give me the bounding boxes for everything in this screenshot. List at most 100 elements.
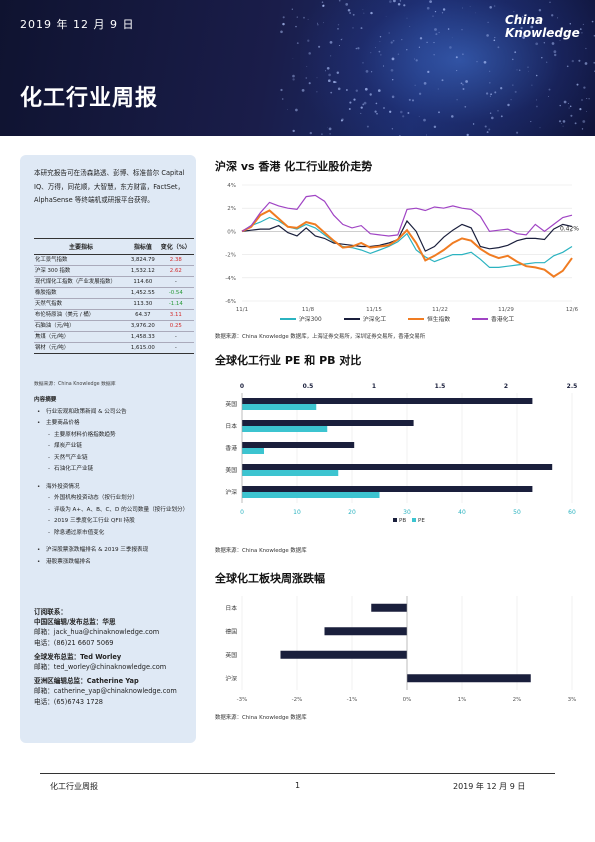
banner-dot [419,116,420,117]
category-label: 香港 [225,444,237,452]
banner-dot [337,72,339,74]
banner-dot [570,115,572,117]
banner-dot [490,93,492,95]
contact-title: 全球发布总监：Ted Worley [34,652,194,662]
banner-dot [367,126,369,128]
banner-dot [310,132,312,134]
banner-dot [531,85,532,86]
banner-dot [462,84,464,86]
table-cell-change: -1.14 [158,299,194,310]
table-body: 化工景气指数 3,824.79 2.38 沪深 300 指数 1,532.12 2.62 现… [34,255,194,354]
banner-dot [399,135,400,136]
banner-dot [362,62,363,63]
contact-email[interactable]: 邮箱：ted_worley@chinaknowledge.com [34,662,194,672]
footer-divider [40,773,555,774]
toc-subitem: 外国机构投资动态（按行业划分） [34,493,194,505]
banner-dot [493,39,495,41]
banner-dot [370,52,371,53]
pb-bar [242,398,532,404]
banner-dot [378,89,381,92]
pb-tick-label: 0 [240,383,244,390]
banner-dot [462,8,463,9]
banner-dot [322,1,324,3]
banner-dot [419,93,421,95]
footer-title: 化工行业周报 [50,781,98,792]
banner-dot [581,32,583,34]
banner-dot [500,87,502,89]
banner-dot [380,54,381,55]
banner-dot [569,108,570,109]
table-row: 石脑油（元/吨） 3,976.20 0.25 [34,321,194,332]
banner-dot [317,23,318,24]
banner-dot [516,132,518,134]
banner-dot [462,53,464,55]
chart1-source: 数据来源：China Knowledge 数据库，上海证券交易所，深圳证券交易所… [215,332,425,340]
x-tick-label: 11/15 [366,307,382,313]
banner-dot [585,48,586,49]
banner-dot [416,59,418,61]
banner-dot [485,125,487,127]
weekly-change-bar-chart: -3% -2% -1% 0% 1% 2% 3% 日本德国英国沪深 [210,590,585,710]
banner-dot [577,84,579,86]
table-row: 钢材（元/吨） 1,615.00- [34,343,194,354]
contact-email[interactable]: 邮箱：catherine_yap@chinaknowledge.com [34,686,194,696]
table-cell-name: 沪深 300 指数 [34,266,128,277]
banner-dot [536,106,538,108]
pe-bar [242,404,316,410]
banner-dot [308,19,309,20]
banner-dot [535,42,538,45]
banner-dot [490,96,491,97]
table-cell-change: 2.38 [158,255,194,266]
stock-trend-line-chart: 4%2%0%-2%-4%-6%11/1 11/8 11/15 11/22 11/29 12… [210,175,585,330]
x-tick-label: -1% [347,697,358,703]
x-tick-label: 3% [568,697,577,703]
toc-item: 海外投资情况 [34,482,194,494]
banner-dot [295,109,298,112]
x-tick-label: 12/6 [566,307,579,313]
pb-bar [242,464,552,470]
banner-dot [345,3,348,6]
pe-tick-label: 20 [348,509,356,516]
contact-heading: 订阅联系： [34,607,194,617]
banner-dot [497,46,499,48]
x-tick-label: 11/22 [432,307,448,313]
banner-dot [371,71,372,72]
pb-bar [242,442,354,448]
banner-dot [456,99,457,100]
banner-dot [307,40,309,42]
table-row: 焦煤（元/吨） 1,458.33- [34,332,194,343]
banner-dot [592,21,594,23]
banner-dot [519,70,521,72]
banner-dot [487,131,489,133]
toc-item: 行业宏观和政策新闻 & 公司公告 [34,407,194,419]
toc-item: 主要商品价格 [34,418,194,430]
report-date: 2019 年 12 月 9 日 [20,16,134,32]
legend-swatch [393,518,397,522]
y-tick-label: -6% [225,299,236,305]
banner-dot [448,28,450,30]
contact-phone: 电话：(86)21 6607 5069 [34,638,194,648]
banner-dot [292,75,295,78]
table-cell-change: - [158,343,194,354]
banner-dot [366,70,369,73]
banner-dot [419,47,420,48]
category-label: 英国 [225,400,237,408]
legend-label: PB [399,518,406,524]
banner-dot [582,120,585,123]
banner-dot [292,78,294,80]
banner-dot [337,28,338,29]
table-of-contents: 内容摘要 行业宏观和政策新闻 & 公司公告 主要商品价格 主要原材料价格指数趋势… [34,395,194,568]
table-row: 沪深 300 指数 1,532.12 2.62 [34,266,194,277]
banner-dot [507,104,509,106]
banner-dot [317,77,318,78]
banner-dot [349,102,351,104]
banner-dot [465,80,468,83]
contact-email[interactable]: 邮箱：jack_hua@chinaknowledge.com [34,627,194,637]
pe-bar [242,492,380,498]
table-cell-name: 化工景气指数 [34,255,128,266]
change-bar [407,674,531,682]
header-banner: 2019 年 12 月 9 日 化工行业周报 China Knowledge [0,0,595,136]
contact-block: 订阅联系： 中国区编辑/发布总监：华思 邮箱：jack_hua@chinakno… [34,607,194,707]
banner-dot [406,49,407,50]
banner-dot [363,9,364,10]
